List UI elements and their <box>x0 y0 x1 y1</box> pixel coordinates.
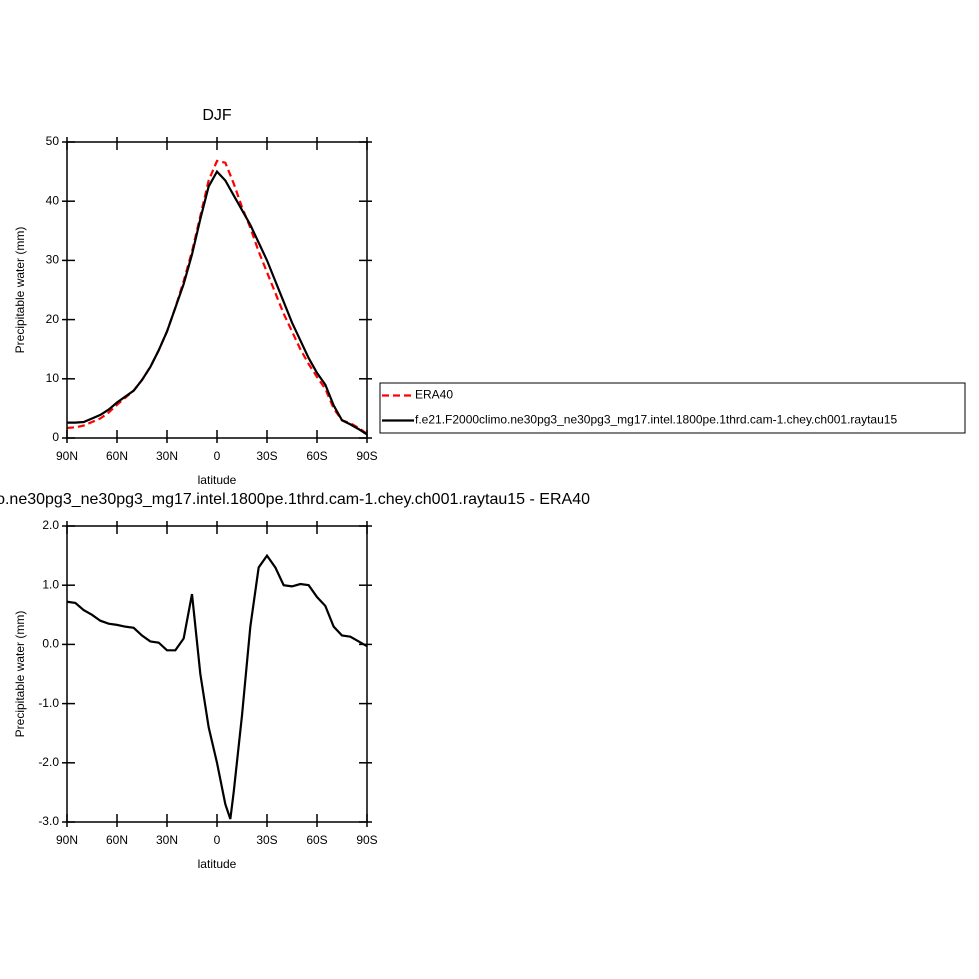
x-tick-label: 60N <box>106 833 128 847</box>
x-tick-label: 90N <box>56 833 78 847</box>
legend-label: f.e21.F2000climo.ne30pg3_ne30pg3_mg17.in… <box>415 413 897 427</box>
y-tick-label: 1.0 <box>42 577 59 591</box>
x-tick-label: 60S <box>306 449 327 463</box>
x-tick-label: 90S <box>356 449 377 463</box>
legend-label: ERA40 <box>415 388 453 402</box>
x-tick-label: 60S <box>306 833 327 847</box>
data-line <box>66 159 368 435</box>
y-axis-label: Precipitable water (mm) <box>13 227 27 354</box>
x-axis-label: latitude <box>198 857 237 871</box>
x-tick-label: 30S <box>256 833 277 847</box>
y-axis-label: Precipitable water (mm) <box>13 611 27 738</box>
y-tick-label: 40 <box>46 193 60 207</box>
y-tick-label: -3.0 <box>38 814 59 828</box>
y-tick-label: -2.0 <box>38 755 59 769</box>
x-tick-label: 0 <box>214 449 221 463</box>
x-tick-label: 30N <box>156 833 178 847</box>
y-tick-label: 2.0 <box>42 518 59 532</box>
chart-title: f.e21.F2000climo.ne30pg3_ne30pg3_mg17.in… <box>0 491 590 508</box>
x-axis-label: latitude <box>198 473 237 487</box>
legend-box <box>379 382 966 434</box>
x-tick-label: 0 <box>214 833 221 847</box>
y-tick-label: 10 <box>46 371 60 385</box>
x-tick-label: 30N <box>156 449 178 463</box>
y-tick-label: 0 <box>52 430 59 444</box>
data-line <box>67 169 368 436</box>
y-tick-label: 0.0 <box>42 637 59 651</box>
y-tick-label: 50 <box>46 134 60 148</box>
x-tick-label: 30S <box>256 449 277 463</box>
x-tick-label: 90N <box>56 449 78 463</box>
y-tick-label: -1.0 <box>38 696 59 710</box>
x-tick-label: 60N <box>106 449 128 463</box>
plot-frame <box>66 525 368 823</box>
data-line <box>66 553 368 820</box>
plot-frame <box>66 141 368 439</box>
y-tick-label: 30 <box>46 253 60 267</box>
x-tick-label: 90S <box>356 833 377 847</box>
y-tick-label: 20 <box>46 312 60 326</box>
chart-title: DJF <box>202 107 232 124</box>
